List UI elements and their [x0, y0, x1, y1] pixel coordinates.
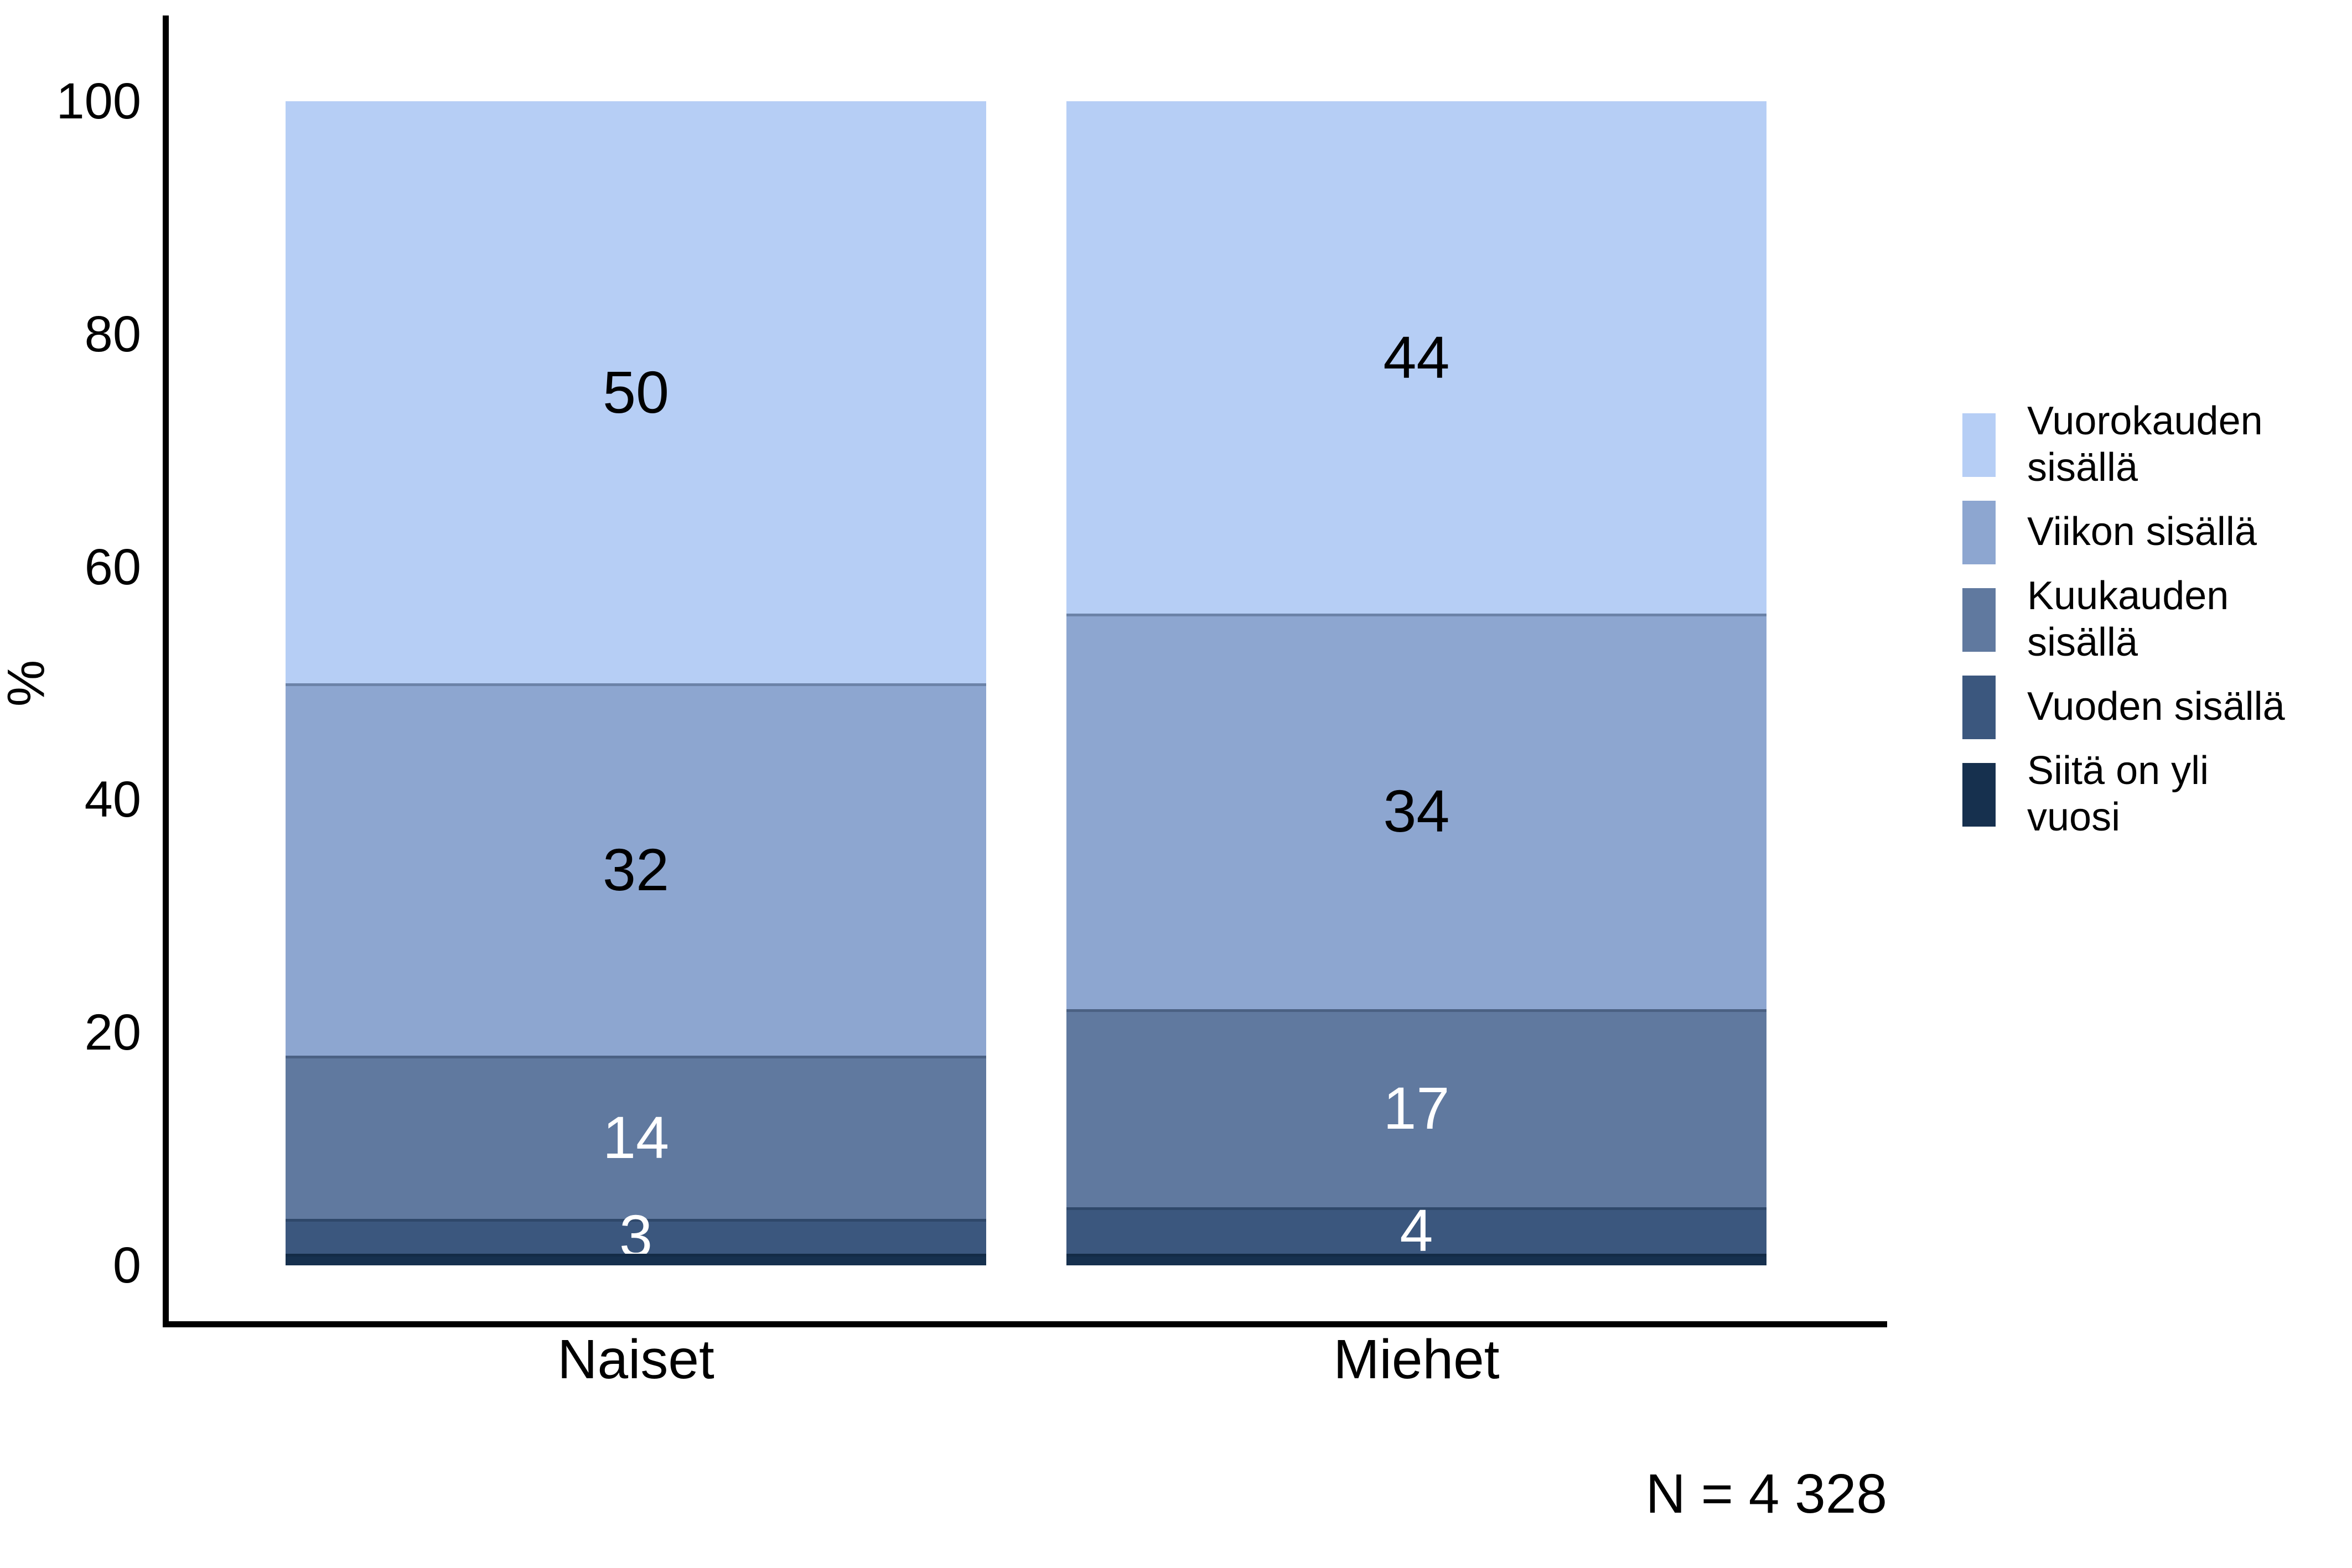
- legend-label: Kuukauden sisällä: [2027, 574, 2229, 664]
- segment-naiset-1: 50: [286, 101, 986, 683]
- x-tick-label-naiset: Naiset: [557, 1328, 714, 1390]
- legend-item-4: Vuoden sisällä: [1962, 663, 2285, 751]
- value-label: 50: [602, 359, 670, 425]
- legend-label: Vuorokauden sisällä: [2027, 399, 2263, 490]
- y-tick-label: 20: [84, 1004, 141, 1061]
- segment-naiset-3: 14: [286, 1056, 986, 1219]
- value-label: 32: [602, 835, 670, 903]
- plot-area: 0 20 40 60 80 100 50 32 14 3 Naiset 44 34 17 4 Miehet: [56, 76, 1887, 1390]
- legend-swatch: [1962, 762, 1996, 827]
- segment-miehet-5: [1066, 1253, 1767, 1265]
- segment-miehet-4: 4: [1066, 1200, 1767, 1260]
- x-axis-line: [163, 1321, 1887, 1327]
- legend-swatch: [1962, 675, 1996, 739]
- y-tick-label: 80: [84, 305, 141, 362]
- segment-miehet-2: 34: [1066, 613, 1767, 1010]
- y-axis-title: %: [0, 660, 56, 707]
- segment-naiset-5: [286, 1253, 986, 1265]
- value-label: 14: [602, 1103, 670, 1171]
- legend-label: Viikon sisällä: [2027, 510, 2257, 554]
- bar-miehet: 44 34 17 4: [1066, 101, 1767, 1265]
- segment-naiset-2: 32: [286, 683, 986, 1056]
- value-label: 4: [1400, 1196, 1433, 1264]
- legend: Vuorokauden sisällä Viikon sisällä Kuukaud…: [1962, 399, 2285, 839]
- y-axis-line: [163, 15, 169, 1327]
- legend-swatch: [1962, 500, 1996, 564]
- sample-size-note: N = 4 328: [1645, 1463, 1887, 1525]
- segment-miehet-1: 44: [1066, 101, 1767, 614]
- y-tick-label: 100: [56, 73, 142, 129]
- legend-swatch: [1962, 588, 1996, 652]
- segment-miehet-3: 17: [1066, 1009, 1767, 1207]
- value-label: 17: [1383, 1074, 1450, 1141]
- legend-swatch: [1962, 413, 1996, 477]
- legend-item-3: Kuukauden sisällä: [1962, 574, 2285, 664]
- legend-label: Siitä on yli vuosi: [2027, 749, 2209, 839]
- value-label: 44: [1383, 323, 1450, 391]
- y-tick-label: 60: [84, 538, 141, 595]
- y-tick-label: 40: [84, 771, 141, 828]
- legend-item-2: Viikon sisällä: [1962, 489, 2285, 576]
- legend-item-1: Vuorokauden sisällä: [1962, 399, 2285, 490]
- x-tick-label-miehet: Miehet: [1333, 1328, 1500, 1390]
- bar-naiset: 50 32 14 3: [286, 101, 986, 1266]
- y-tick-label: 0: [112, 1237, 141, 1294]
- legend-item-5: Siitä on yli vuosi: [1962, 749, 2285, 839]
- segment-naiset-4: 3: [286, 1206, 986, 1266]
- value-label: 34: [1383, 777, 1450, 845]
- legend-label: Vuoden sisällä: [2027, 684, 2285, 729]
